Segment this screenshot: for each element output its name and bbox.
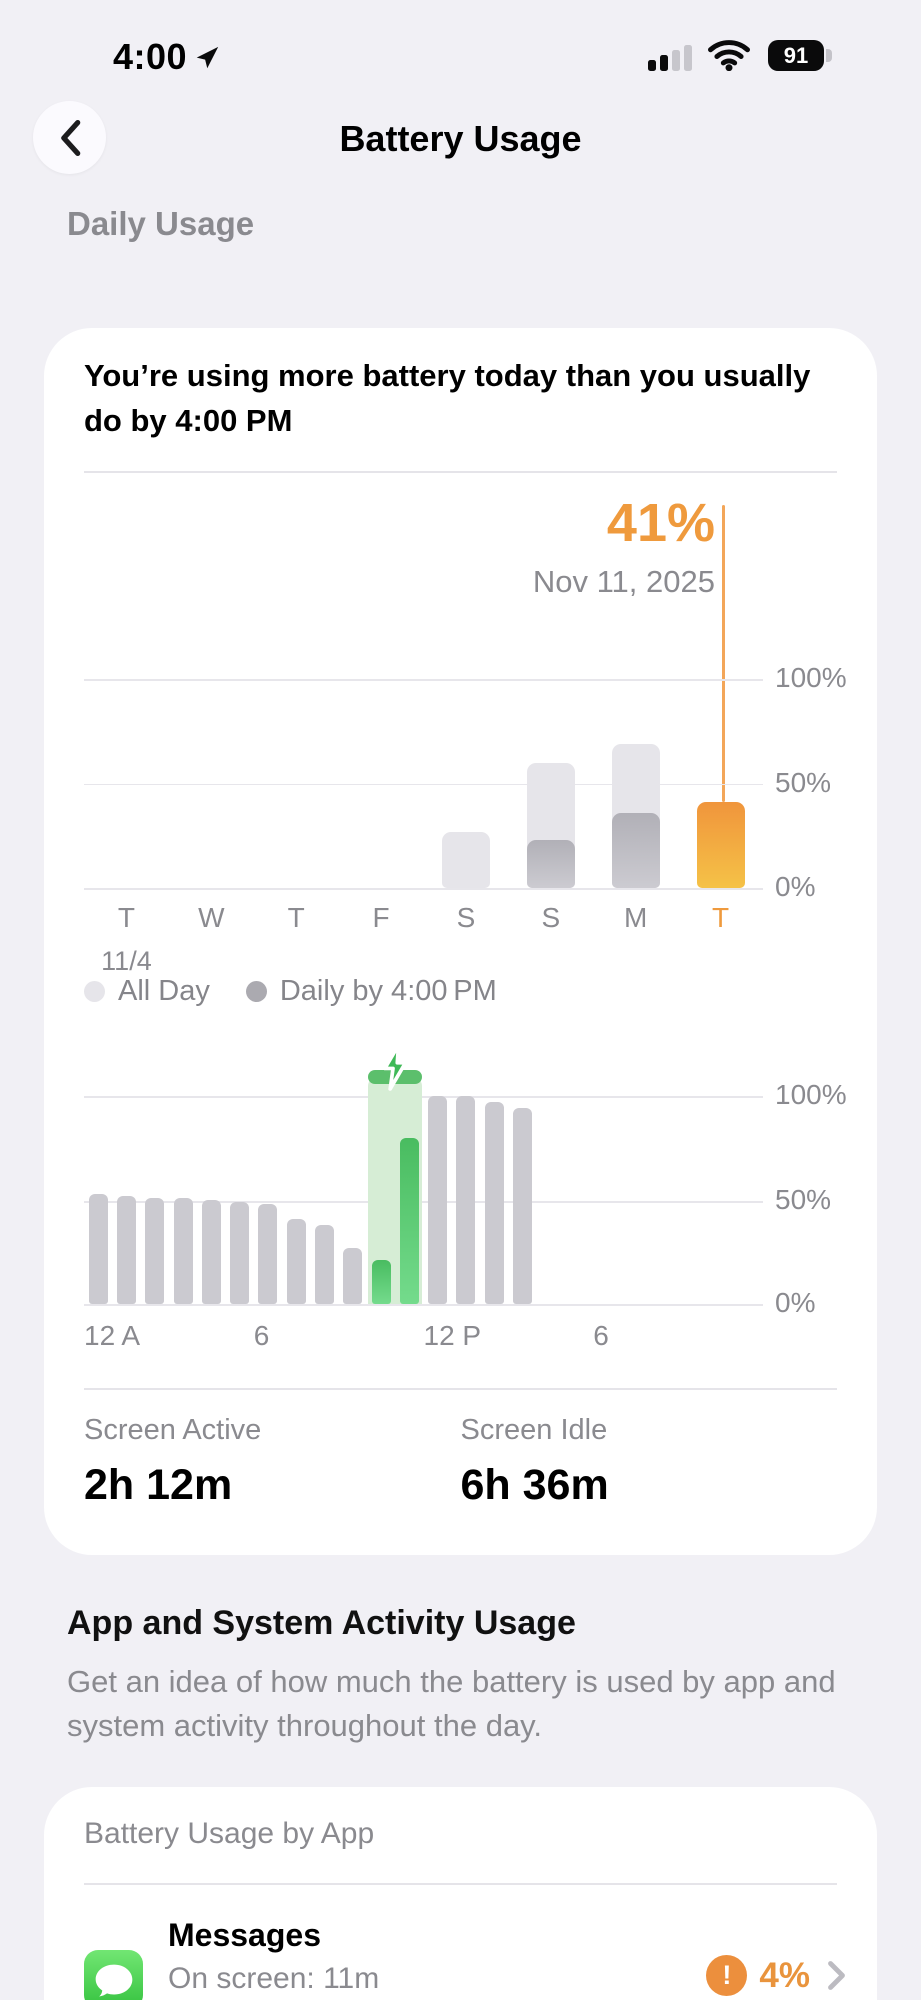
hour-label: 12 A [84,1320,141,1351]
all-day-bar[interactable] [441,831,490,888]
app-name: Messages [168,1917,321,1953]
day-label: T [287,902,305,933]
battery-level-bar[interactable] [456,1096,476,1304]
y-axis-label: 50% [775,1184,832,1215]
battery-level-bar[interactable] [513,1108,533,1304]
battery-level-bar[interactable] [484,1102,504,1304]
callout-percent: 41% [606,493,715,553]
y-axis-label: 100% [775,1079,847,1110]
legend-dot-all-day [84,981,105,1002]
battery-level-bar[interactable] [286,1218,306,1304]
chevron-left-icon [60,119,80,156]
back-button[interactable] [33,101,106,174]
battery-level-bar[interactable] [116,1195,136,1304]
hour-label: 6 [593,1320,609,1351]
battery-level-bar[interactable] [201,1200,221,1304]
usage-headline: You’re using more battery today than you… [84,358,811,438]
legend-item-all-day: All Day [84,975,210,1008]
day-label: W [198,902,225,933]
hour-label: 6 [253,1320,270,1351]
legend-dot-daily-by [245,981,267,1002]
gridline [84,1304,763,1306]
divider [84,471,837,473]
hour-label: 12 P [423,1320,482,1351]
gridline [84,1201,763,1203]
divider [84,1883,837,1885]
legend-item-daily-by: Daily by 4:00 PM [245,975,497,1008]
battery-level-bar[interactable] [230,1202,250,1304]
battery-level-bar[interactable] [145,1197,165,1304]
status-time: 4:00 [113,36,221,78]
daily-usage-card: You’re using more battery today than you… [44,328,877,1555]
battery-level-bar[interactable] [88,1193,108,1304]
day-label: M [624,902,648,933]
battery-icon: 91 [768,40,832,71]
location-arrow-icon [196,46,219,68]
app-on-screen-detail: On screen: 11m [168,1962,380,1995]
cellular-signal-icon [648,44,692,71]
activity-section-description: Get an idea of how much the battery is u… [67,1664,836,1743]
daily-by-bar[interactable] [611,812,660,888]
battery-level-bar-charging[interactable] [371,1260,391,1304]
y-axis-label: 50% [775,766,832,798]
app-battery-percent: 4% [759,1955,810,1995]
chart-legend: All Day Daily by 4:00 PM [84,975,497,1008]
screen-time-stats: Screen Active 2h 12m Screen Idle 6h 36m [84,1414,837,1510]
battery-percent-label: 91 [783,42,809,68]
screen-idle-label: Screen Idle [460,1414,608,1446]
day-label: S [456,902,476,933]
screen-idle-value: 6h 36m [460,1461,609,1509]
status-bar: 4:00 91 [0,30,921,82]
screen-idle-stat: Screen Idle 6h 36m [461,1414,838,1510]
day-label: S [541,902,561,933]
warning-icon: ! [706,1955,748,1996]
date-sublabel: 11/4 [101,946,152,976]
battery-level-bar[interactable] [258,1204,278,1304]
usage-by-app-card: Battery Usage by App Messages On screen:… [44,1787,877,2000]
messages-app-icon [84,1950,143,2000]
callout-date: Nov 11, 2025 [532,564,715,599]
y-axis-label: 100% [775,662,847,693]
gridline [84,679,763,681]
screen-active-value: 2h 12m [84,1461,233,1509]
day-label: T [712,902,730,933]
y-axis-label: 0% [775,871,816,902]
app-row-messages[interactable]: Messages On screen: 11m ! 4% [44,1883,877,2000]
activity-section-title: App and System Activity Usage [67,1604,576,1642]
chevron-right-icon [828,1961,845,1990]
battery-level-chart[interactable]: 100% 50% 0% 12 A 6 12 P 6 [84,1028,847,1368]
legend-label-daily-by: Daily by 4:00 PM [279,975,497,1007]
screen-active-stat: Screen Active 2h 12m [84,1414,461,1510]
daily-usage-section-label: Daily Usage [67,205,255,242]
battery-level-bar-charging[interactable] [399,1137,419,1304]
gridline [84,783,763,785]
battery-level-bar[interactable] [343,1247,363,1304]
battery-level-bar[interactable] [428,1096,448,1304]
daily-by-bar[interactable] [526,839,575,888]
page-title: Battery Usage [339,118,582,159]
status-icons: 91 [648,38,832,71]
today-bar[interactable] [696,802,745,888]
battery-level-bar[interactable] [173,1197,193,1304]
chart-callout: 41% Nov 11, 2025 [533,492,715,600]
battery-level-bar[interactable] [314,1224,334,1304]
legend-label-all-day: All Day [118,975,210,1007]
charging-bolt-icon [378,1042,412,1097]
today-indicator-line [722,505,725,802]
divider [84,1388,837,1390]
chat-bubble-icon [95,1964,132,1996]
status-time-label: 4:00 [113,36,188,77]
screen-active-label: Screen Active [84,1414,262,1446]
usage-by-app-header: Battery Usage by App [84,1817,375,1850]
y-axis-label: 0% [775,1287,816,1318]
gridline [84,1096,763,1098]
day-label: F [372,902,390,933]
day-label: T [117,902,135,933]
app-row-right: ! 4% [706,1955,847,1996]
gridline [84,888,763,890]
daily-usage-chart[interactable]: 41% Nov 11, 2025 100% 50% 0% T W T F S S M T 11/4 [84,472,847,976]
wifi-icon [708,40,750,71]
